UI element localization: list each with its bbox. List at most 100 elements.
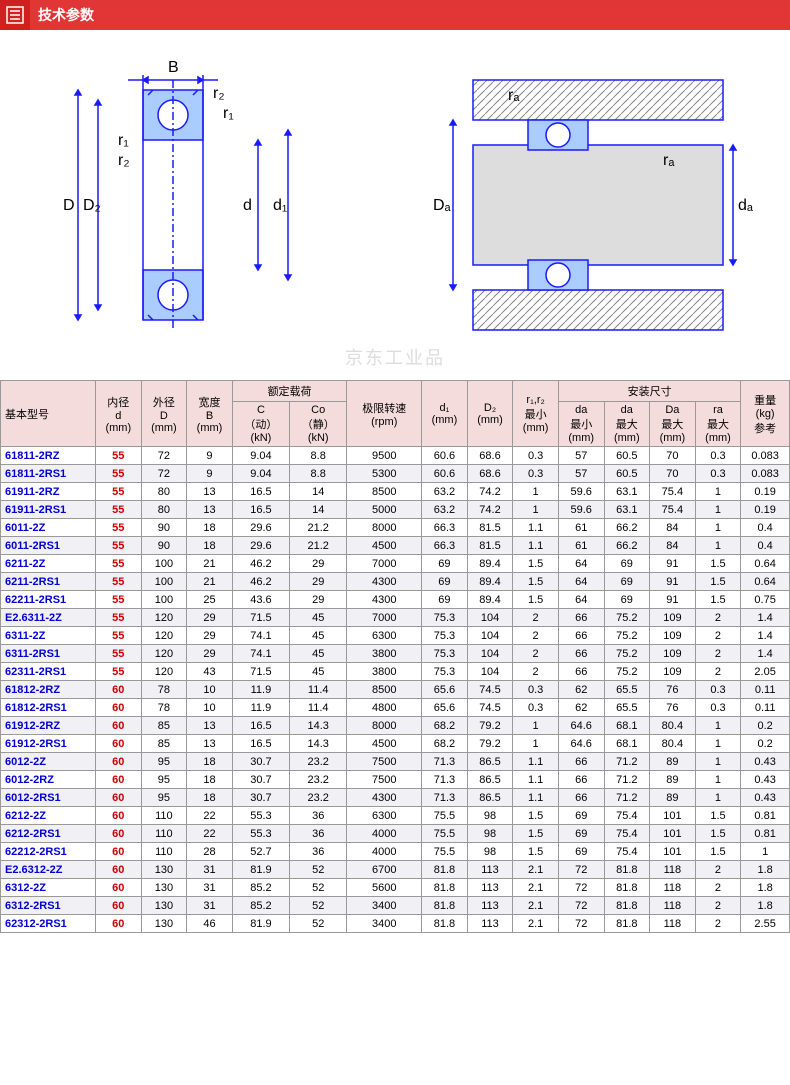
table-cell: 90 xyxy=(141,537,187,555)
table-cell: 5300 xyxy=(347,465,422,483)
table-cell: 75.4 xyxy=(650,501,696,519)
table-cell: 1.4 xyxy=(741,609,790,627)
table-cell: 0.3 xyxy=(695,465,741,483)
table-cell: 75.4 xyxy=(604,807,650,825)
table-cell: 7500 xyxy=(347,771,422,789)
table-cell: 81.8 xyxy=(604,897,650,915)
table-cell: 1 xyxy=(513,717,559,735)
svg-text:r₁: r₁ xyxy=(223,105,234,122)
table-cell: 1.8 xyxy=(741,879,790,897)
table-cell: 66.2 xyxy=(604,519,650,537)
table-cell: 60 xyxy=(96,717,142,735)
table-cell: 31 xyxy=(187,861,233,879)
table-cell: 60 xyxy=(96,843,142,861)
table-cell: 68.1 xyxy=(604,717,650,735)
table-cell: 0.11 xyxy=(741,681,790,699)
table-cell: 3400 xyxy=(347,915,422,933)
table-cell: 46 xyxy=(187,915,233,933)
table-cell: 100 xyxy=(141,555,187,573)
table-cell: 0.64 xyxy=(741,555,790,573)
col-install: 安装尺寸 xyxy=(558,381,740,402)
table-cell: 55 xyxy=(96,447,142,465)
table-cell: 66 xyxy=(558,645,604,663)
table-cell: 130 xyxy=(141,897,187,915)
col-speed: 极限转速(rpm) xyxy=(347,381,422,447)
table-cell: 31 xyxy=(187,879,233,897)
table-cell: 72 xyxy=(558,915,604,933)
table-cell: 80.4 xyxy=(650,717,696,735)
table-cell: 70 xyxy=(650,465,696,483)
table-cell: 1 xyxy=(695,537,741,555)
table-cell: 61912-2RS1 xyxy=(1,735,96,753)
table-cell: 71.3 xyxy=(422,753,468,771)
table-cell: 120 xyxy=(141,645,187,663)
table-cell: 1 xyxy=(695,753,741,771)
table-cell: 89.4 xyxy=(467,573,513,591)
table-cell: 6311-2RS1 xyxy=(1,645,96,663)
table-cell: 104 xyxy=(467,663,513,681)
col-da-min: da最小(mm) xyxy=(558,402,604,447)
table-cell: 61812-2RS1 xyxy=(1,699,96,717)
table-row: 62212-2RS1601102852.736400075.5981.56975… xyxy=(1,843,790,861)
svg-text:r₁: r₁ xyxy=(118,132,129,149)
table-row: 6012-2RZ60951830.723.2750071.386.51.1667… xyxy=(1,771,790,789)
table-cell: 2 xyxy=(695,609,741,627)
table-cell: 45 xyxy=(290,627,347,645)
table-cell: 6700 xyxy=(347,861,422,879)
table-cell: 86.5 xyxy=(467,771,513,789)
table-cell: 9.04 xyxy=(232,447,289,465)
table-cell: 31 xyxy=(187,897,233,915)
table-cell: 55 xyxy=(96,519,142,537)
table-cell: 81.8 xyxy=(422,897,468,915)
table-cell: 68.1 xyxy=(604,735,650,753)
col-B: 宽度B(mm) xyxy=(187,381,233,447)
table-cell: 101 xyxy=(650,843,696,861)
table-cell: 55 xyxy=(96,537,142,555)
table-cell: 9 xyxy=(187,447,233,465)
table-cell: 75.2 xyxy=(604,663,650,681)
table-cell: 81.8 xyxy=(422,861,468,879)
table-cell: 11.4 xyxy=(290,681,347,699)
table-cell: 11.9 xyxy=(232,699,289,717)
table-cell: 36 xyxy=(290,843,347,861)
table-cell: 74.5 xyxy=(467,681,513,699)
table-cell: 4300 xyxy=(347,591,422,609)
table-cell: 66.3 xyxy=(422,519,468,537)
table-row: 6311-2Z551202974.145630075.310426675.210… xyxy=(1,627,790,645)
table-cell: 89 xyxy=(650,771,696,789)
table-cell: 95 xyxy=(141,789,187,807)
table-row: 62211-2RS1551002543.62943006989.41.56469… xyxy=(1,591,790,609)
table-cell: 23.2 xyxy=(290,771,347,789)
table-cell: 45 xyxy=(290,609,347,627)
table-row: 6312-2Z601303185.252560081.81132.17281.8… xyxy=(1,879,790,897)
table-cell: 4000 xyxy=(347,843,422,861)
table-cell: 75.3 xyxy=(422,645,468,663)
col-D: 外径D(mm) xyxy=(141,381,187,447)
table-cell: 100 xyxy=(141,573,187,591)
table-cell: 72 xyxy=(558,879,604,897)
table-cell: 2 xyxy=(513,663,559,681)
table-cell: 98 xyxy=(467,843,513,861)
diagrams-container: B r₂ r₁ r₁ r₂ D D₂ d d₁ rₐ rₐ Dₐ dₐ 京东工业… xyxy=(0,30,790,380)
col-D2: D₂(mm) xyxy=(467,381,513,447)
table-cell: 74.5 xyxy=(467,699,513,717)
table-cell: 30.7 xyxy=(232,753,289,771)
table-cell: 1.1 xyxy=(513,753,559,771)
table-cell: 120 xyxy=(141,609,187,627)
table-cell: 66.2 xyxy=(604,537,650,555)
table-cell: 0.19 xyxy=(741,501,790,519)
table-cell: 109 xyxy=(650,645,696,663)
table-cell: 6011-2RS1 xyxy=(1,537,96,555)
table-cell: 0.19 xyxy=(741,483,790,501)
table-cell: 65.6 xyxy=(422,681,468,699)
table-cell: 6211-2RS1 xyxy=(1,573,96,591)
table-cell: 1 xyxy=(513,483,559,501)
table-cell: 14.3 xyxy=(290,735,347,753)
table-cell: 36 xyxy=(290,825,347,843)
table-row: 61811-2RZ557299.048.8950060.668.60.35760… xyxy=(1,447,790,465)
table-cell: 64 xyxy=(558,555,604,573)
table-cell: 109 xyxy=(650,627,696,645)
table-cell: 60 xyxy=(96,753,142,771)
table-cell: 43.6 xyxy=(232,591,289,609)
table-cell: 66 xyxy=(558,663,604,681)
